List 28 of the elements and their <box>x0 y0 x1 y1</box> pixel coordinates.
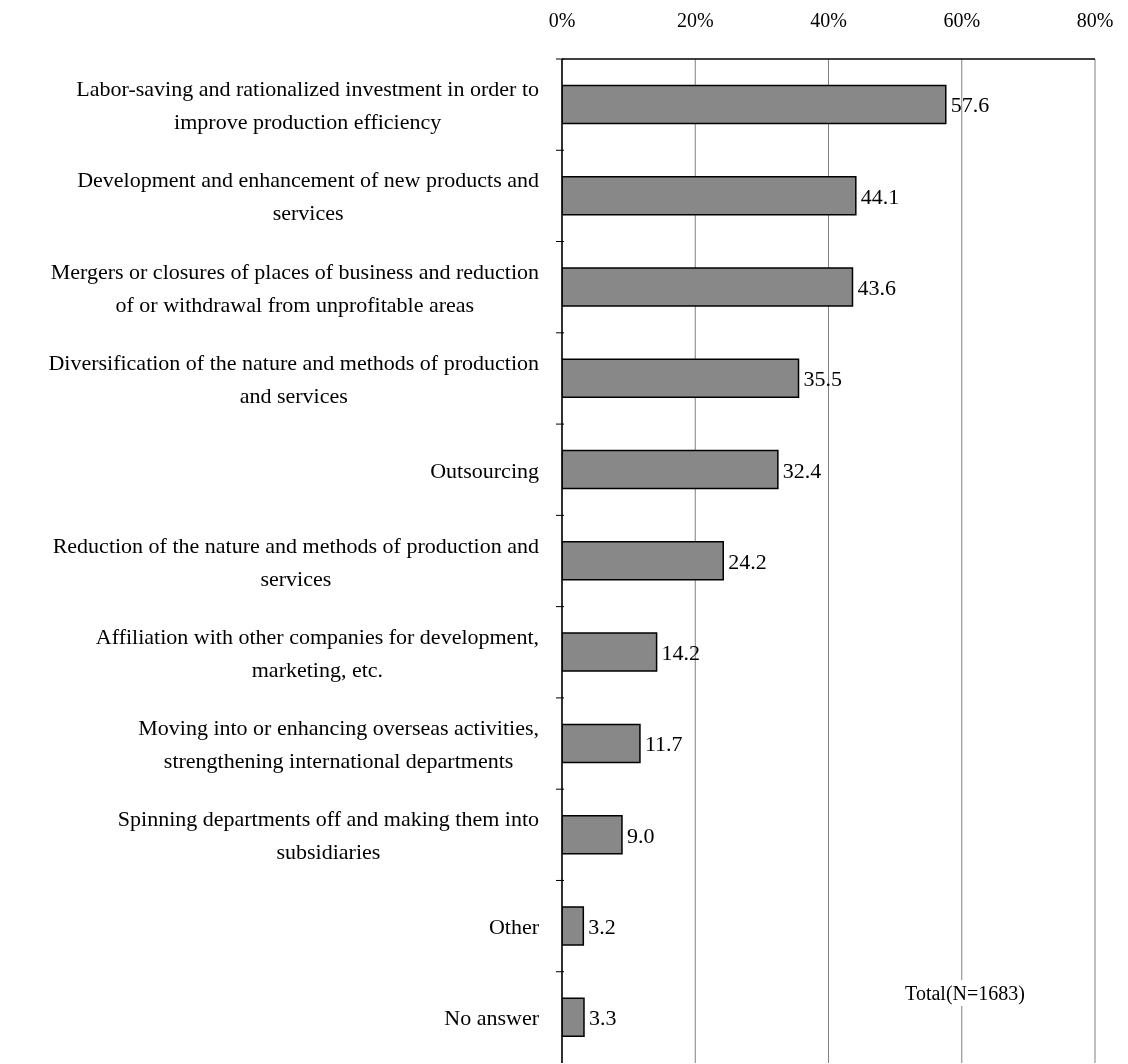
x-tick-label: 80% <box>1076 9 1114 31</box>
data-label: 35.5 <box>803 365 843 391</box>
x-tick-label: 40% <box>810 9 847 31</box>
y-tick-label: Development and enhancement of new products and services <box>77 166 539 225</box>
data-label: 14.2 <box>661 639 701 665</box>
data-label: 43.6 <box>857 274 896 300</box>
y-tick-label: Moving into or enhancing overseas activities, strengthening international departments <box>138 714 539 773</box>
y-tick-label: Labor-saving and rationalized investment in order to improve production efficiency <box>76 75 539 134</box>
y-tick-label: Mergers or closures of places of business and reduction of or withdrawal from unprofitable areas <box>50 258 539 317</box>
data-label: 11.7 <box>644 730 683 756</box>
data-label: 3.2 <box>588 913 616 939</box>
data-label: 3.3 <box>588 1004 617 1030</box>
y-tick-label: No answer <box>444 1004 540 1030</box>
x-tick-label: 60% <box>943 9 981 31</box>
data-label: 44.1 <box>860 183 900 209</box>
y-tick-label: Outsourcing <box>430 457 539 483</box>
x-tick-label: 20% <box>676 9 714 31</box>
y-tick-label: Spinning departments off and making them into subsidiaries <box>117 805 539 864</box>
y-tick-label: Other <box>488 913 540 939</box>
data-label: 9.0 <box>626 822 655 848</box>
y-tick-label: Diversification of the nature and methods of production and services <box>48 349 539 408</box>
x-tick-label: 0% <box>548 9 576 31</box>
data-label: 57.6 <box>950 91 990 117</box>
data-label: 32.4 <box>782 457 822 483</box>
data-label: 24.2 <box>728 548 767 574</box>
y-tick-label: Affiliation with other companies for development, marketing, etc. <box>95 623 539 682</box>
y-tick-label: Reduction of the nature and methods of production and services <box>52 532 539 590</box>
annotation: Total(N=1683) <box>902 980 1028 1006</box>
